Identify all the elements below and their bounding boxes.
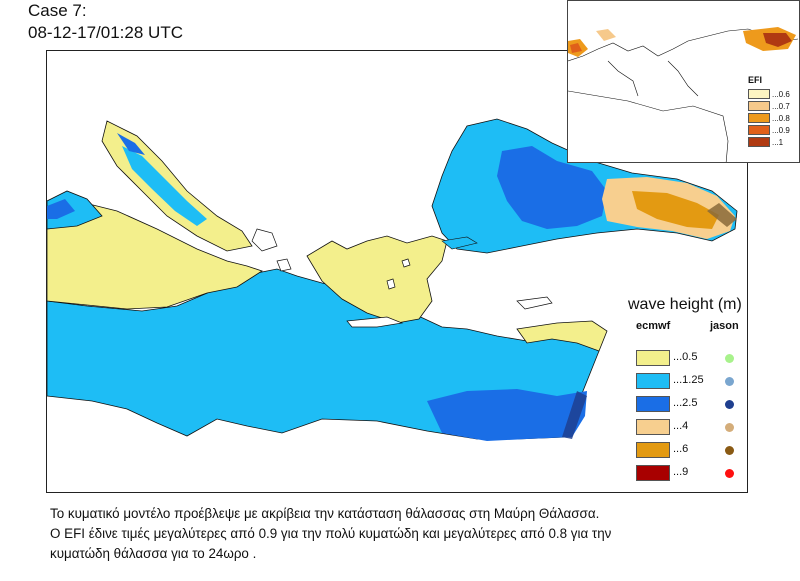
legend-col-model: ecmwf	[636, 320, 671, 332]
wave-legend-swatch	[636, 465, 670, 481]
efi-legend-row: ...0.9	[748, 124, 799, 136]
efi-legend-swatch	[748, 113, 770, 123]
wave-legend-row: ...2.5	[636, 396, 796, 414]
sea-levantine-coast	[516, 320, 608, 352]
sea-adriatic-blue	[122, 146, 207, 226]
jason-dot	[725, 469, 734, 478]
inset-efi-west-core	[570, 43, 582, 53]
wave-legend-swatch	[636, 350, 670, 366]
sea-levantine-rough	[427, 389, 587, 441]
efi-legend-swatch	[748, 89, 770, 99]
inset-efi-east-core	[763, 33, 792, 47]
inset-canvas	[568, 27, 799, 162]
efi-legend-swatch	[748, 101, 770, 111]
sea-calm-west	[47, 200, 263, 310]
jason-track-black-sea	[707, 203, 737, 227]
case-title: Case 7: 08-12-17/01:28 UTC	[28, 0, 183, 44]
case-datetime: 08-12-17/01:28 UTC	[28, 23, 183, 42]
inset-efi-adriatic	[596, 29, 616, 41]
caption-line-1: Το κυματικό μοντέλο προέβλεψε με ακρίβει…	[50, 506, 600, 521]
jason-dot	[725, 446, 734, 455]
efi-legend-swatch	[748, 125, 770, 135]
wave-legend-swatch	[636, 419, 670, 435]
wave-legend-label: ...9	[673, 466, 689, 478]
case-label: Case 7:	[28, 1, 87, 20]
efi-legend-row: ...0.8	[748, 112, 799, 124]
wave-legend-label: ...2.5	[673, 397, 698, 409]
sea-black-sea-very-high	[632, 191, 719, 229]
efi-legend-label: ...0.6	[772, 89, 790, 99]
sea-aegean	[306, 235, 448, 324]
wave-legend-row: ...0.5	[636, 350, 796, 368]
wave-legend-swatch	[636, 396, 670, 412]
efi-legend-label: ...1	[772, 137, 784, 147]
jason-dot	[725, 400, 734, 409]
efi-legend-label: ...0.7	[772, 101, 790, 111]
sea-tyrrhenian	[47, 190, 103, 230]
wave-legend-row: ...1.25	[636, 373, 796, 391]
inset-coastline	[568, 28, 799, 162]
caption-line-3: κυματώδη θάλασσα για το 24ωρο .	[50, 546, 257, 561]
wave-legend-swatch	[636, 442, 670, 458]
efi-inset-map: EFI ...0.6 ...0.7 ...0.8 ...0.9 ...1	[567, 0, 800, 163]
efi-legend: EFI ...0.6 ...0.7 ...0.8 ...0.9 ...1	[748, 75, 799, 148]
sea-marmara	[441, 236, 478, 250]
jason-track-levant	[562, 391, 587, 439]
sea-black-sea-rough	[497, 146, 607, 229]
jason-dot	[725, 354, 734, 363]
sea-tyrrhenian-rough	[47, 199, 75, 219]
islands	[251, 228, 553, 328]
jason-dot	[725, 423, 734, 432]
wave-legend-label: ...6	[673, 443, 689, 455]
efi-legend-row: ...1	[748, 136, 799, 148]
efi-legend-label: ...0.8	[772, 113, 790, 123]
wave-legend-row: ...4	[636, 419, 796, 437]
wave-legend-title: wave height (m)	[628, 296, 742, 313]
wave-legend-label: ...4	[673, 420, 689, 432]
wave-legend-label: ...0.5	[673, 351, 698, 363]
efi-legend-swatch	[748, 137, 770, 147]
caption: Το κυματικό μοντέλο προέβλεψε με ακρίβει…	[50, 504, 770, 564]
efi-legend-label: ...0.9	[772, 125, 790, 135]
wave-legend-row: ...9	[636, 465, 796, 483]
sea-adriatic-north-rough	[117, 133, 145, 155]
wave-height-legend: wave height (m) ecmwf jason ...0.5 ...1.2…	[626, 296, 796, 486]
caption-line-2: Ο EFI έδινε τιμές μεγαλύτερες από 0.9 γι…	[50, 526, 612, 541]
wave-legend-label: ...1.25	[673, 374, 704, 386]
legend-col-satellite: jason	[710, 320, 739, 332]
efi-legend-title: EFI	[748, 75, 763, 85]
wave-legend-row: ...6	[636, 442, 796, 460]
jason-dot	[725, 377, 734, 386]
efi-legend-row: ...0.7	[748, 100, 799, 112]
map-canvas	[47, 118, 738, 441]
efi-legend-row: ...0.6	[748, 88, 799, 100]
wave-legend-swatch	[636, 373, 670, 389]
